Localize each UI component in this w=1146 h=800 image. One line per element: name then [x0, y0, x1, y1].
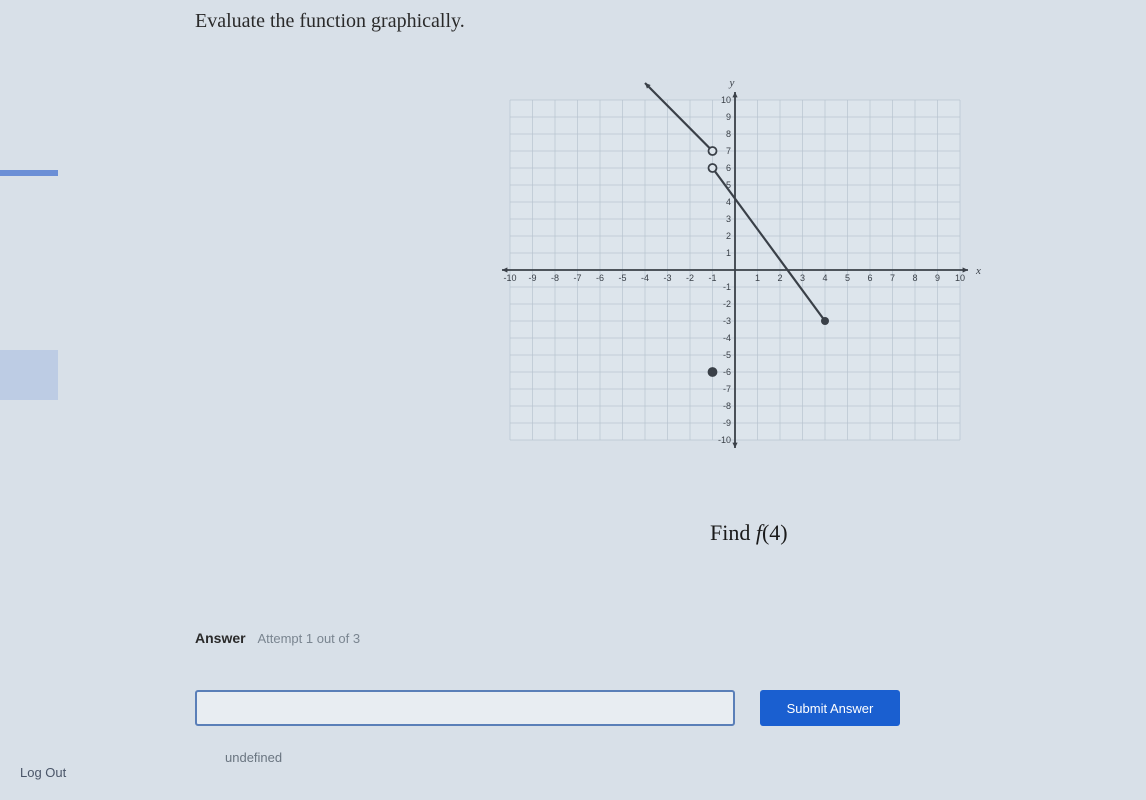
svg-text:-1: -1 — [708, 273, 716, 283]
sidebar-accent — [0, 170, 58, 176]
answer-label-text: Answer — [195, 630, 246, 646]
svg-text:7: 7 — [890, 273, 895, 283]
svg-text:-8: -8 — [551, 273, 559, 283]
logout-link[interactable]: Log Out — [20, 765, 66, 780]
svg-text:-1: -1 — [723, 282, 731, 292]
answer-input[interactable] — [195, 690, 735, 726]
svg-text:3: 3 — [800, 273, 805, 283]
svg-text:3: 3 — [726, 214, 731, 224]
svg-text:-6: -6 — [596, 273, 604, 283]
question-arg: (4) — [762, 520, 788, 545]
answer-label: Answer Attempt 1 out of 3 — [195, 630, 360, 646]
svg-text:5: 5 — [845, 273, 850, 283]
svg-text:-5: -5 — [723, 350, 731, 360]
question-text: Find f(4) — [710, 520, 788, 546]
svg-text:-2: -2 — [723, 299, 731, 309]
svg-text:-7: -7 — [573, 273, 581, 283]
svg-text:8: 8 — [912, 273, 917, 283]
problem-prompt: Evaluate the function graphically. — [195, 10, 465, 33]
svg-text:9: 9 — [726, 112, 731, 122]
svg-text:-6: -6 — [723, 367, 731, 377]
svg-text:4: 4 — [726, 197, 731, 207]
function-graph: -10 -9 -8 -7 -6 -5 -4 -3 -2 -1 1 2 3 4 5 6 7 8 9 10 -10 -9 -8 -… — [480, 70, 990, 470]
svg-text:2: 2 — [777, 273, 782, 283]
svg-text:x: x — [975, 265, 981, 277]
svg-text:-3: -3 — [663, 273, 671, 283]
svg-text:y: y — [729, 77, 735, 89]
svg-text:7: 7 — [726, 146, 731, 156]
svg-text:1: 1 — [755, 273, 760, 283]
svg-text:10: 10 — [721, 95, 731, 105]
svg-text:8: 8 — [726, 129, 731, 139]
sidebar-accent-2 — [0, 350, 58, 400]
svg-text:-4: -4 — [723, 333, 731, 343]
svg-text:-5: -5 — [618, 273, 626, 283]
submit-answer-button[interactable]: Submit Answer — [760, 690, 900, 726]
svg-text:4: 4 — [822, 273, 827, 283]
svg-text:-9: -9 — [723, 418, 731, 428]
attempt-counter: Attempt 1 out of 3 — [257, 631, 360, 646]
sidebar: Log Out — [0, 0, 170, 800]
svg-text:-9: -9 — [528, 273, 536, 283]
svg-text:10: 10 — [955, 273, 965, 283]
svg-text:-3: -3 — [723, 316, 731, 326]
svg-text:-7: -7 — [723, 384, 731, 394]
svg-text:6: 6 — [867, 273, 872, 283]
svg-text:-10: -10 — [503, 273, 516, 283]
svg-text:2: 2 — [726, 231, 731, 241]
svg-text:-10: -10 — [718, 435, 731, 445]
svg-text:-2: -2 — [686, 273, 694, 283]
svg-text:-8: -8 — [723, 401, 731, 411]
svg-text:6: 6 — [726, 163, 731, 173]
undefined-button[interactable]: undefined — [225, 750, 282, 765]
question-prefix: Find — [710, 520, 756, 545]
graph-svg: -10 -9 -8 -7 -6 -5 -4 -3 -2 -1 1 2 3 4 5 6 7 8 9 10 -10 -9 -8 -… — [480, 70, 990, 470]
main-content: Evaluate the function graphically. -10 -9… — [170, 0, 1146, 800]
svg-text:1: 1 — [726, 248, 731, 258]
svg-text:-4: -4 — [641, 273, 649, 283]
svg-text:9: 9 — [935, 273, 940, 283]
